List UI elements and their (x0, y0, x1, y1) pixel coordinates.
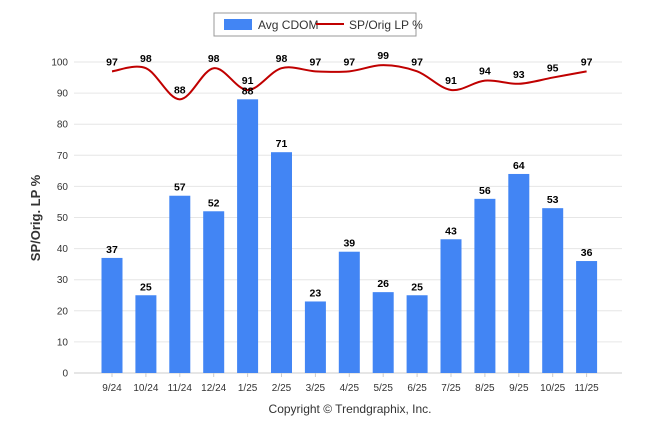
data-label-avg-cdom: 64 (513, 160, 525, 172)
bar-avg-cdom (542, 208, 564, 373)
data-label-sp-orig-lp: 91 (445, 75, 457, 87)
x-tick-label: 4/25 (340, 383, 360, 394)
data-label-avg-cdom: 25 (140, 281, 152, 293)
line-sp-orig-lp (111, 64, 587, 101)
y-tick-label: 70 (57, 151, 69, 162)
data-label-avg-cdom: 52 (208, 197, 220, 209)
bars (101, 99, 598, 373)
data-label-avg-cdom: 25 (411, 281, 423, 293)
legend-label-avg-cdom: Avg CDOM (258, 18, 318, 32)
bar-avg-cdom (169, 195, 191, 373)
bar-avg-cdom (304, 301, 326, 373)
bar-avg-cdom (576, 261, 598, 373)
data-label-sp-orig-lp: 95 (547, 63, 559, 75)
bar-avg-cdom (135, 295, 157, 373)
data-label-sp-orig-lp: 98 (140, 53, 152, 65)
bar-avg-cdom (237, 99, 259, 373)
legend-label-sp-orig-lp: SP/Orig LP % (349, 18, 423, 32)
x-tick-label: 8/25 (475, 383, 495, 394)
y-ticks: 0 10 20 30 40 50 60 70 80 90 100 (51, 58, 68, 380)
data-label-sp-orig-lp: 97 (581, 56, 593, 68)
data-label-avg-cdom: 39 (343, 238, 355, 250)
x-tick-label: 7/25 (441, 383, 461, 394)
y-tick-label: 80 (57, 120, 69, 131)
data-label-sp-orig-lp: 98 (276, 53, 288, 65)
x-tick-label: 10/24 (133, 383, 158, 394)
legend-swatch-avg-cdom (224, 19, 252, 30)
y-tick-label: 90 (57, 89, 69, 100)
data-label-avg-cdom: 53 (547, 194, 559, 206)
line-series (111, 64, 587, 101)
data-label-avg-cdom: 71 (276, 138, 288, 150)
y-tick-label: 0 (62, 369, 68, 380)
data-label-sp-orig-lp: 91 (242, 75, 254, 87)
data-label-sp-orig-lp: 97 (411, 56, 423, 68)
x-tick-label: 1/25 (238, 383, 258, 394)
data-label-sp-orig-lp: 98 (208, 53, 220, 65)
bar-avg-cdom (406, 295, 428, 373)
x-ticks: 9/24 10/24 11/24 12/24 1/25 2/25 3/25 4/25 5/25 6… (102, 373, 599, 394)
data-label-avg-cdom: 43 (445, 225, 457, 237)
copyright-footer: Copyright © Trendgraphix, Inc. (269, 402, 432, 416)
data-label-sp-orig-lp: 88 (174, 84, 186, 96)
data-label-sp-orig-lp: 97 (310, 56, 322, 68)
y-tick-label: 50 (57, 213, 69, 224)
x-tick-label: 9/25 (509, 383, 529, 394)
data-label-avg-cdom: 36 (581, 247, 593, 259)
x-tick-label: 2/25 (272, 383, 292, 394)
y-tick-label: 30 (57, 275, 69, 286)
y-tick-label: 20 (57, 306, 69, 317)
bar-avg-cdom (203, 211, 225, 373)
data-label-sp-orig-lp: 94 (479, 66, 491, 78)
x-tick-label: 3/25 (306, 383, 326, 394)
bar-avg-cdom (101, 257, 123, 373)
bar-avg-cdom (440, 239, 462, 373)
data-label-avg-cdom: 57 (174, 182, 186, 194)
x-tick-label: 10/25 (540, 383, 565, 394)
x-tick-label: 9/24 (102, 383, 122, 394)
bar-avg-cdom (271, 152, 292, 373)
bar-avg-cdom (474, 198, 496, 373)
data-label-sp-orig-lp: 97 (106, 56, 118, 68)
x-tick-label: 6/25 (407, 383, 427, 394)
legend-box (213, 12, 417, 37)
x-tick-label: 11/25 (574, 383, 599, 394)
data-label-avg-cdom: 56 (479, 185, 491, 197)
data-label-sp-orig-lp: 97 (343, 56, 355, 68)
x-tick-label: 5/25 (373, 383, 393, 394)
bar-avg-cdom (372, 292, 394, 373)
data-label-avg-cdom: 23 (310, 287, 322, 299)
bar-avg-cdom (338, 251, 360, 373)
data-label-avg-cdom: 88 (242, 85, 254, 97)
data-labels: 37 25 57 52 88 71 23 39 26 25 43 56 64 53 36 97 98 88 98 91… (106, 50, 592, 299)
data-label-sp-orig-lp: 99 (377, 50, 389, 62)
x-tick-label: 11/24 (168, 383, 193, 394)
x-tick-label: 12/24 (201, 383, 226, 394)
y-tick-label: 40 (57, 244, 69, 255)
data-label-avg-cdom: 26 (377, 278, 389, 290)
y-tick-label: 100 (51, 58, 68, 69)
bar-avg-cdom (508, 173, 530, 373)
y-tick-label: 10 (57, 337, 69, 348)
y-axis-label: SP/Orig. LP % (28, 174, 43, 261)
data-label-avg-cdom: 37 (106, 244, 118, 256)
data-label-sp-orig-lp: 93 (513, 69, 525, 81)
y-tick-label: 60 (57, 182, 69, 193)
legend: Avg CDOM SP/Orig LP % (213, 12, 423, 37)
